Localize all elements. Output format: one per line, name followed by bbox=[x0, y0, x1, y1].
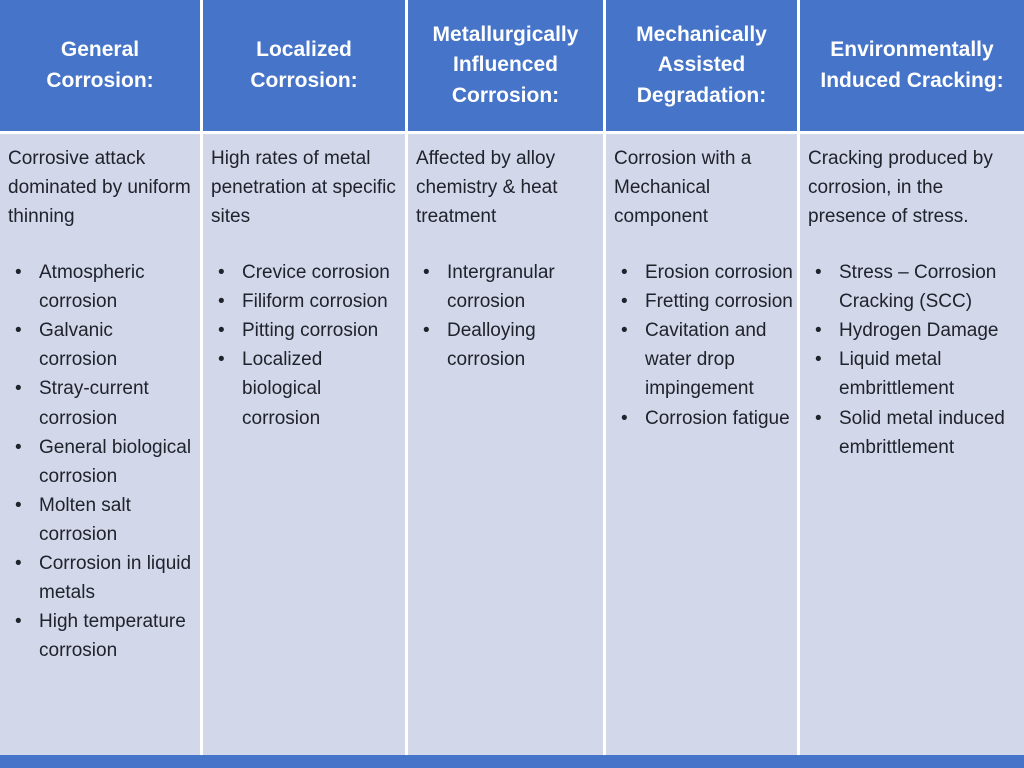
list-item: Erosion corrosion bbox=[614, 258, 793, 287]
column-body-3: Corrosion with a Mechanical component Ero… bbox=[606, 134, 800, 755]
list-item: Corrosion fatigue bbox=[614, 404, 793, 433]
list-item: Galvanic corrosion bbox=[8, 316, 196, 374]
column-description: Cracking produced by corrosion, in the p… bbox=[808, 148, 993, 228]
list-item: Solid metal induced embrittlement bbox=[808, 404, 1020, 462]
list-item: Dealloying corrosion bbox=[416, 316, 599, 374]
list-item: Corrosion in liquid metals bbox=[8, 549, 196, 607]
column-body-1: High rates of metal penetration at speci… bbox=[203, 134, 408, 755]
list-item: Hydrogen Damage bbox=[808, 316, 1020, 345]
list-item: Fretting corrosion bbox=[614, 287, 793, 316]
column-body-0: Corrosive attack dominated by uniform th… bbox=[0, 134, 203, 755]
column-header-label: Metallurgically Influenced Corrosion: bbox=[432, 22, 579, 107]
list-item: Liquid metal embrittlement bbox=[808, 345, 1020, 403]
column-body-4: Cracking produced by corrosion, in the p… bbox=[800, 134, 1024, 755]
column-header-3: Mechanically Assisted Degradation: bbox=[606, 0, 800, 134]
list-item: Intergranular corrosion bbox=[416, 258, 599, 316]
column-description: Corrosion with a Mechanical component bbox=[614, 148, 752, 228]
column-header-label: Environmentally Induced Cracking: bbox=[820, 38, 1004, 92]
column-bullet-list: Erosion corrosionFretting corrosionCavit… bbox=[614, 258, 793, 432]
column-header-1: Localized Corrosion: bbox=[203, 0, 408, 134]
column-bullet-list: Intergranular corrosionDealloying corros… bbox=[416, 258, 599, 374]
table-body-row: Corrosive attack dominated by uniform th… bbox=[0, 134, 1024, 755]
list-item: Pitting corrosion bbox=[211, 316, 401, 345]
list-item: General biological corrosion bbox=[8, 433, 196, 491]
column-description: High rates of metal penetration at speci… bbox=[211, 148, 396, 228]
column-description: Corrosive attack dominated by uniform th… bbox=[8, 148, 191, 228]
column-description: Affected by alloy chemistry & heat treat… bbox=[416, 148, 558, 228]
column-header-label: General Corrosion: bbox=[46, 38, 154, 92]
column-body-2: Affected by alloy chemistry & heat treat… bbox=[408, 134, 606, 755]
column-header-2: Metallurgically Influenced Corrosion: bbox=[408, 0, 606, 134]
column-header-4: Environmentally Induced Cracking: bbox=[800, 0, 1024, 134]
column-bullet-list: Atmospheric corrosionGalvanic corrosionS… bbox=[8, 258, 196, 665]
list-item: Molten salt corrosion bbox=[8, 491, 196, 549]
list-item: High temperature corrosion bbox=[8, 607, 196, 665]
column-header-label: Mechanically Assisted Degradation: bbox=[636, 22, 767, 107]
list-item: Atmospheric corrosion bbox=[8, 258, 196, 316]
list-item: Stray-current corrosion bbox=[8, 374, 196, 432]
list-item: Stress – Corrosion Cracking (SCC) bbox=[808, 258, 1020, 316]
column-bullet-list: Stress – Corrosion Cracking (SCC)Hydroge… bbox=[808, 258, 1020, 461]
column-header-0: General Corrosion: bbox=[0, 0, 203, 134]
column-bullet-list: Crevice corrosionFiliform corrosionPitti… bbox=[211, 258, 401, 432]
table-header-row: General Corrosion: Localized Corrosion: Me… bbox=[0, 0, 1024, 134]
column-header-label: Localized Corrosion: bbox=[250, 38, 358, 92]
list-item: Crevice corrosion bbox=[211, 258, 401, 287]
list-item: Localized biological corrosion bbox=[211, 345, 401, 432]
bottom-accent-bar bbox=[0, 755, 1024, 768]
list-item: Cavitation and water drop impingement bbox=[614, 316, 793, 403]
list-item: Filiform corrosion bbox=[211, 287, 401, 316]
